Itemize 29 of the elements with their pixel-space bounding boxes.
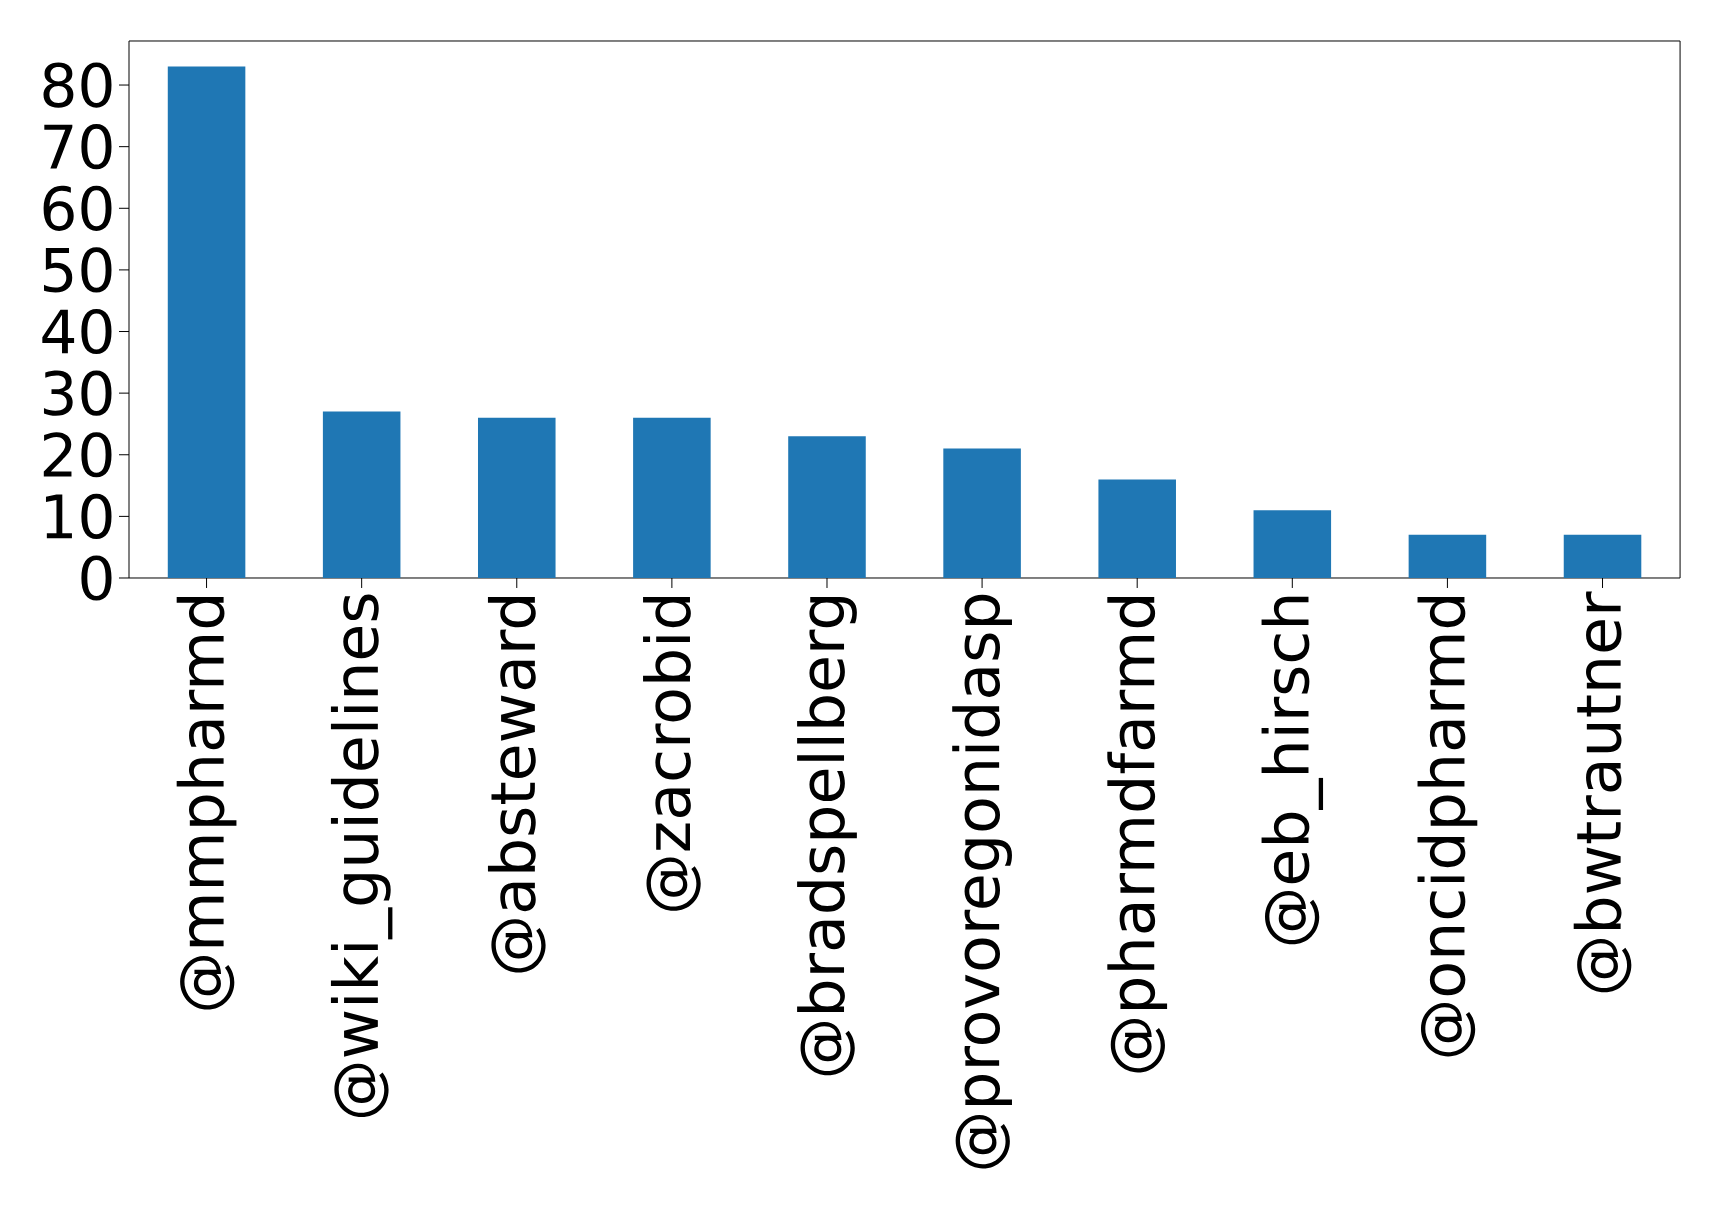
y-tick-label: 30 [43,370,112,416]
y-tick-label: 0 [81,555,112,601]
x-tick-label: @bwtrautner [1573,591,1632,993]
bar [1098,479,1176,578]
bar [167,66,246,578]
y-tick-label: 80 [43,62,112,108]
bar [788,436,866,578]
x-tick-label: @wiki_guidelines [330,594,393,1118]
bar [1563,534,1642,578]
y-tick-label: 70 [44,124,112,170]
bar [322,411,401,578]
x-tick-label: @oncidpharmd [1417,597,1478,1057]
x-tick-label: @mmpharmd [176,597,237,1010]
bar [478,417,556,578]
x-tick-label: @provoregonidasp [952,594,1012,1169]
bar [1408,534,1487,578]
bar [1253,510,1332,578]
x-tick-label: @bradspellberg [797,597,857,1076]
x-tick-label: @absteward [487,597,546,973]
y-tick-label: 40 [42,308,112,355]
y-tick-label: 50 [44,247,112,293]
x-tick-label: @eb_hirsch [1261,596,1324,945]
y-tick-label: 60 [43,185,112,231]
x-tick-label: @zacrobid [643,597,701,911]
y-tick-label: 20 [43,432,112,478]
x-tick-label: @pharmdfarmd [1107,597,1168,1073]
bar [633,417,711,578]
bar [943,448,1021,578]
y-tick-label: 10 [45,493,112,539]
